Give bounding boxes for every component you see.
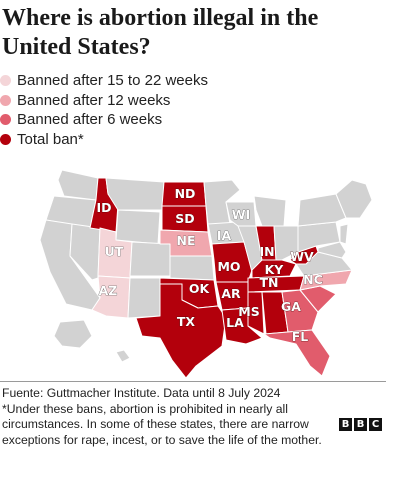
- label-wi: WI: [232, 207, 250, 222]
- infographic-card: Where is abortion illegal in the United …: [0, 5, 386, 448]
- state-md-de: [317, 241, 347, 259]
- state-nj: [339, 223, 349, 245]
- footer: Fuente: Guttmacher Institute. Data until…: [2, 386, 332, 448]
- label-la: LA: [226, 315, 244, 330]
- legend-label: Total ban*: [17, 130, 84, 148]
- state-nm: [127, 277, 161, 319]
- state-tx: [135, 283, 227, 378]
- state-mt: [105, 177, 165, 211]
- label-nd: ND: [175, 186, 196, 201]
- legend-label: Banned after 15 to 22 weeks: [17, 72, 208, 90]
- state-ak: [53, 319, 93, 349]
- legend-item-15-22-weeks: Banned after 15 to 22 weeks: [0, 71, 208, 91]
- label-ky: KY: [265, 262, 285, 277]
- label-fl: FL: [292, 329, 309, 344]
- us-map: ID ND SD WI NE IA IN WV UT MO KY NC AZ O…: [0, 160, 386, 378]
- state-fl: [263, 329, 331, 377]
- label-ar: AR: [221, 286, 241, 301]
- label-az: AZ: [99, 283, 118, 298]
- bbc-logo-letter: C: [369, 418, 382, 431]
- infographic-title: Where is abortion illegal in the United …: [2, 5, 319, 60]
- label-mo: MO: [217, 259, 240, 274]
- state-ks: [169, 255, 215, 281]
- state-wy: [115, 209, 161, 245]
- legend-item-total-ban: Total ban*: [0, 130, 208, 150]
- label-nc: NC: [303, 272, 323, 287]
- bbc-logo: B B C: [339, 418, 382, 431]
- label-id: ID: [96, 200, 111, 215]
- state-ga: [281, 289, 319, 333]
- label-wv: WV: [290, 249, 314, 264]
- legend: Banned after 15 to 22 weeks Banned after…: [0, 71, 208, 149]
- legend-label: Banned after 6 weeks: [17, 111, 163, 129]
- footer-divider: [0, 381, 386, 382]
- state-new-england: [335, 179, 373, 219]
- legend-item-12-weeks: Banned after 12 weeks: [0, 91, 208, 111]
- state-wa: [57, 169, 99, 201]
- state-ny: [297, 193, 347, 227]
- bbc-logo-letter: B: [354, 418, 367, 431]
- legend-item-6-weeks: Banned after 6 weeks: [0, 110, 208, 130]
- label-ok: OK: [189, 281, 211, 296]
- state-mi: [253, 195, 287, 227]
- bbc-logo-letter: B: [339, 418, 352, 431]
- legend-label: Banned after 12 weeks: [17, 91, 171, 109]
- state-oh: [273, 225, 299, 261]
- label-tn: TN: [260, 275, 279, 290]
- legend-swatch-pink: [0, 94, 11, 106]
- legend-swatch-coral: [0, 114, 11, 126]
- legend-swatch-dark-red: [0, 133, 11, 145]
- label-tx: TX: [177, 314, 196, 329]
- legend-swatch-light-pink: [0, 75, 11, 87]
- state-hi: [115, 349, 131, 363]
- footnote: *Under these bans, abortion is prohibite…: [2, 401, 322, 447]
- state-co: [129, 241, 171, 277]
- label-ne: NE: [176, 233, 195, 248]
- source-note: Fuente: Guttmacher Institute. Data until…: [2, 386, 281, 400]
- label-ms: MS: [238, 304, 259, 319]
- label-sd: SD: [175, 211, 194, 226]
- label-ut: UT: [105, 244, 124, 259]
- label-ga: GA: [281, 299, 301, 314]
- label-ia: IA: [217, 228, 232, 243]
- label-in: IN: [259, 244, 274, 259]
- us-map-svg: ID ND SD WI NE IA IN WV UT MO KY NC AZ O…: [39, 169, 373, 378]
